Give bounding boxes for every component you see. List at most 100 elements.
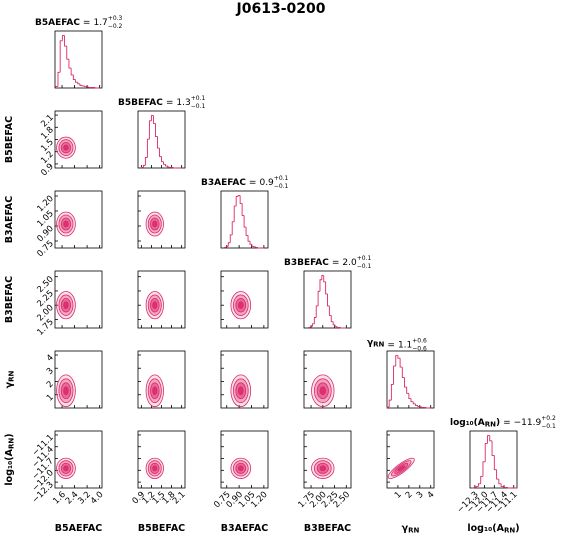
title-equals: = — [332, 258, 340, 268]
histogram-step — [395, 355, 398, 367]
histogram-step — [165, 164, 168, 167]
histogram-step — [421, 406, 425, 408]
histogram-step — [75, 79, 78, 83]
histogram-step — [167, 165, 170, 168]
histogram-step — [496, 469, 499, 480]
histogram-step — [390, 383, 394, 401]
histogram-step — [55, 85, 58, 88]
histogram-step — [399, 358, 403, 368]
histogram-step — [245, 227, 249, 236]
y-axis-label: log₁₀(ARN) — [4, 433, 16, 485]
x-tick-label: 4 — [426, 490, 437, 501]
contour — [237, 465, 244, 472]
histogram-step — [315, 305, 319, 318]
histogram-step — [419, 406, 422, 408]
x-axis-label: B3BEFAC — [304, 523, 351, 534]
histogram-step — [83, 85, 87, 87]
title-value: 2.0 — [342, 258, 357, 268]
histogram-step — [257, 247, 260, 249]
contour — [152, 465, 158, 472]
label-text: B5AEFAC — [55, 523, 102, 534]
histogram-step — [140, 167, 144, 168]
x-axis-label: B5AEFAC — [55, 523, 102, 534]
panel-frame — [54, 350, 103, 409]
histogram-step — [157, 136, 160, 149]
title-equals: = — [83, 18, 91, 28]
panel-frame — [303, 350, 352, 409]
histogram-step — [406, 387, 409, 394]
contour — [63, 144, 69, 151]
label-sub: RN — [8, 438, 16, 449]
panel-frame — [54, 30, 103, 89]
histogram-step — [241, 203, 245, 216]
histogram-step — [255, 246, 258, 248]
title-label: log₁₀(ARN) — [450, 418, 500, 429]
contour — [63, 220, 69, 228]
contour — [152, 220, 158, 228]
histogram-step — [334, 324, 337, 327]
histogram-step — [489, 435, 493, 442]
panel-frame — [220, 430, 269, 489]
histogram-step — [77, 82, 80, 85]
histogram-step — [473, 487, 477, 488]
histogram-step — [68, 59, 72, 69]
label-text: B5AEFAC — [35, 18, 80, 28]
chart-title: J0613-0200 — [236, 1, 326, 17]
histogram-step — [386, 406, 390, 408]
histogram-step — [332, 321, 336, 326]
histogram-step — [146, 138, 150, 158]
label-sub: RN — [485, 421, 496, 429]
histogram-step — [336, 326, 339, 328]
histogram-step — [321, 275, 324, 280]
panel-frame — [54, 270, 103, 329]
diagonal-title: log₁₀(ARN) = −11.9+0.2 −0.1 — [450, 415, 556, 430]
title-plus: +0.1 — [357, 255, 372, 262]
title-plus: +0.1 — [191, 95, 206, 102]
histogram-step — [152, 115, 156, 124]
y-tick-label: 2 — [45, 379, 56, 390]
title-label: B5BEFAC — [118, 98, 163, 108]
histogram-step — [239, 195, 243, 204]
panel-frame — [303, 270, 352, 329]
histogram-step — [475, 485, 479, 488]
histogram-step — [310, 325, 313, 328]
panel-frame — [386, 430, 435, 489]
histogram-step — [253, 246, 256, 248]
title-value: 0.9 — [259, 178, 274, 188]
histogram-step — [491, 440, 495, 456]
histogram-step — [325, 281, 328, 295]
histogram-step — [227, 242, 231, 247]
panel-frame — [386, 350, 435, 409]
histogram-step — [235, 196, 239, 207]
histogram-step — [410, 398, 414, 403]
histogram-step — [223, 247, 227, 248]
histogram-step — [161, 156, 164, 163]
label-text: B3AEFAC — [221, 523, 268, 534]
y-tick-label: 2.1 — [39, 113, 56, 130]
title-label: γRN — [367, 338, 385, 349]
label-text: B5BEFAC — [118, 98, 163, 108]
histogram-step — [319, 279, 322, 292]
y-axis-label: B3BEFAC — [4, 276, 15, 323]
label-text: B3BEFAC — [284, 258, 329, 268]
panel-frame — [303, 430, 352, 489]
label-text: log₁₀(A — [467, 523, 504, 534]
contour — [63, 386, 69, 396]
histogram-step — [148, 120, 152, 140]
histogram-step — [94, 87, 98, 89]
histogram-step — [401, 367, 405, 379]
contour — [152, 301, 158, 310]
histogram-step — [484, 442, 488, 462]
histogram-step — [327, 293, 330, 307]
y-tick-label: 0.75 — [35, 239, 55, 259]
title-plus: +0.6 — [412, 337, 427, 344]
histogram-step — [502, 486, 506, 488]
title-minus: −0.2 — [108, 23, 123, 30]
title-minus: −0.1 — [191, 103, 206, 110]
histogram-step — [225, 245, 229, 248]
contour — [397, 465, 405, 472]
title-minus: −0.1 — [541, 423, 556, 430]
histogram-step — [500, 483, 504, 487]
title-equals: = — [387, 340, 395, 350]
